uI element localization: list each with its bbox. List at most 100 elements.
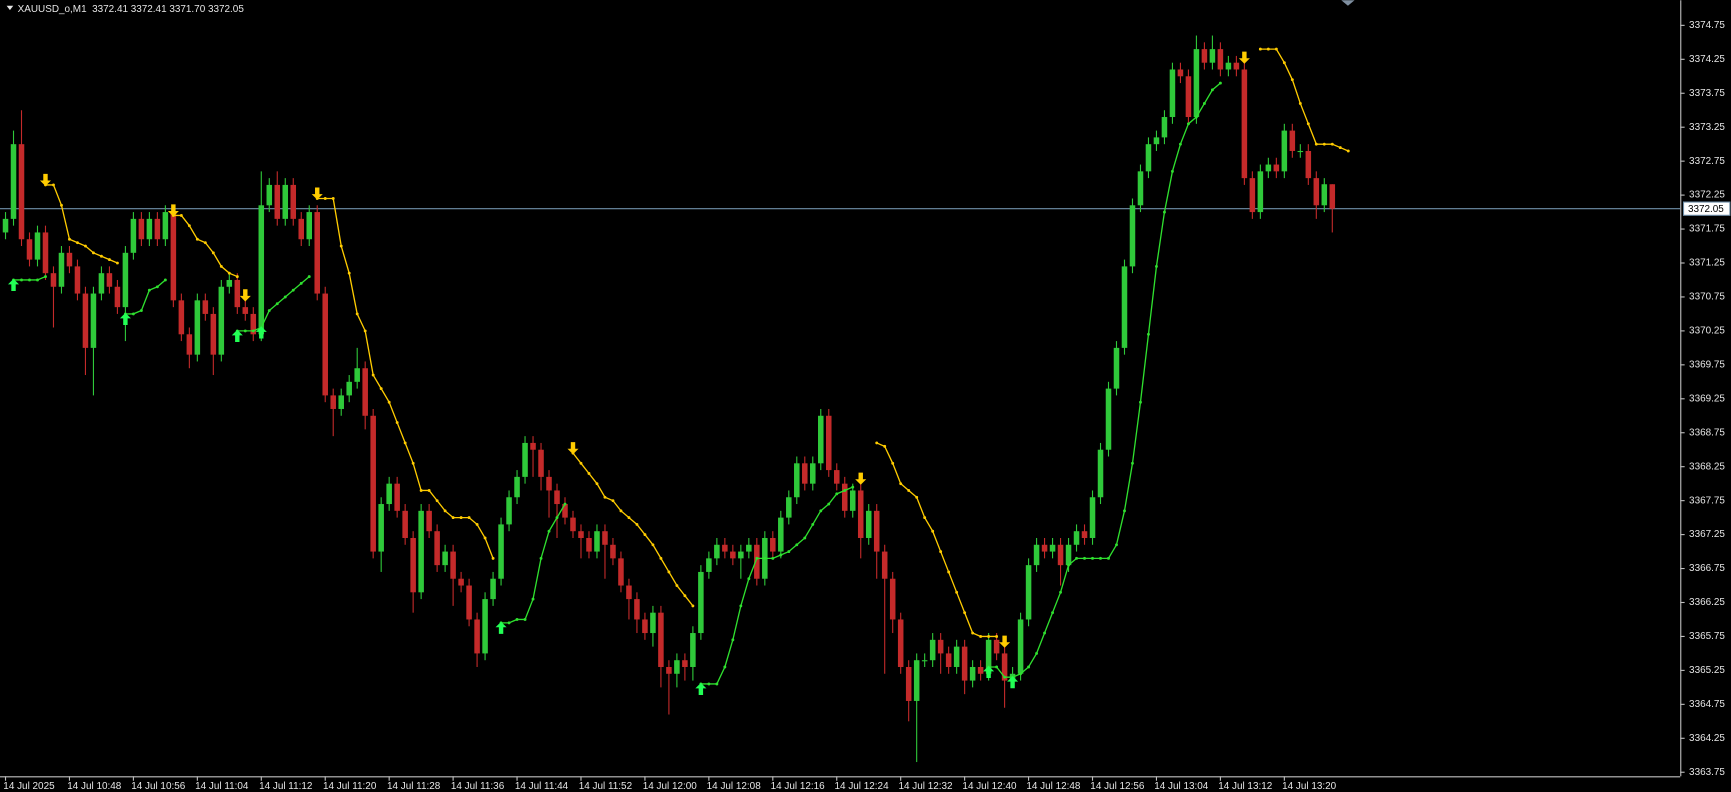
candle-body: [650, 612, 656, 634]
indicator-dot: [195, 237, 199, 241]
sell-arrow: [999, 635, 1011, 648]
candle-body: [738, 551, 744, 559]
indicator-dot: [1266, 47, 1270, 51]
indicator-dot: [1027, 665, 1031, 669]
candle-body: [474, 619, 480, 654]
candle-body: [242, 307, 249, 314]
indicator-dot: [955, 590, 959, 594]
candle-body: [346, 381, 352, 396]
indicator-dot: [299, 281, 303, 285]
indicator-dot: [531, 597, 535, 601]
indicator-dot: [219, 264, 223, 268]
candle-body: [642, 619, 648, 634]
x-tick-label: 14 Jul 12:40: [962, 781, 1017, 792]
indicator-dot: [1051, 611, 1054, 615]
indicator-dot: [1019, 672, 1023, 676]
indicator-dot: [211, 251, 215, 255]
candle-body: [1081, 531, 1088, 538]
y-tick-label: 3371.25: [1689, 258, 1725, 269]
indicator-dot: [787, 550, 791, 554]
candle-body: [658, 612, 664, 667]
indicator-dot: [451, 516, 455, 520]
x-tick-label: 14 Jul 12:56: [1090, 781, 1145, 792]
candle-body: [1265, 164, 1272, 172]
indicator-dot: [1091, 556, 1094, 560]
indicator-dot: [763, 556, 767, 560]
indicator-dot: [1171, 169, 1174, 173]
indicator-dot: [491, 556, 495, 560]
candle-body: [1281, 130, 1288, 172]
candle-body: [258, 205, 265, 335]
sell-arrow: [167, 204, 179, 217]
x-tick-label: 14 Jul 11:28: [387, 781, 441, 792]
indicator-dot: [523, 618, 527, 621]
candle-body: [42, 232, 49, 274]
sell-arrow: [855, 472, 867, 485]
candle-body: [1089, 497, 1096, 538]
candle-body: [250, 313, 257, 335]
candle-body: [66, 252, 73, 267]
candle-body: [90, 293, 97, 348]
indicator-dot: [1346, 149, 1350, 153]
indicator-dot: [659, 556, 663, 560]
indicator-line: [237, 276, 310, 332]
candle-body: [530, 442, 536, 450]
x-tick-label: 14 Jul 12:16: [771, 781, 826, 792]
candle-body: [1209, 49, 1216, 63]
indicator-dot: [1218, 81, 1222, 85]
candle-body: [402, 510, 408, 538]
candle-body: [538, 449, 544, 477]
y-tick-label: 3370.75: [1689, 292, 1725, 303]
candle-body: [610, 544, 616, 559]
indicator-dot: [355, 312, 359, 316]
indicator-dot: [379, 387, 383, 391]
candle-body: [570, 517, 576, 532]
indicator-dot: [915, 495, 919, 499]
indicator-dot: [963, 611, 967, 615]
indicator-dot: [131, 312, 135, 316]
buy-arrow: [495, 621, 507, 634]
indicator-dot: [483, 536, 487, 540]
y-tick-label: 3363.75: [1689, 767, 1725, 778]
candle-body: [330, 395, 336, 409]
candle-body: [186, 334, 193, 355]
indicator-dot: [115, 261, 119, 265]
candle-body: [1233, 62, 1240, 70]
sell-arrow: [39, 173, 52, 187]
indicator-dot: [347, 271, 351, 275]
indicator-dot: [731, 638, 735, 642]
indicator-dot: [363, 329, 367, 333]
candle-body: [490, 578, 496, 600]
indicator-line: [700, 486, 853, 685]
indicator-dot: [387, 400, 391, 404]
candle-body: [618, 558, 624, 586]
indicator-dot: [947, 570, 951, 574]
y-tick-label: 3364.25: [1689, 733, 1725, 744]
candle-body: [1161, 117, 1168, 138]
indicator-dot: [227, 271, 231, 275]
candle-body: [833, 470, 840, 484]
candle-body: [546, 476, 552, 491]
candle-body: [945, 653, 952, 667]
current-price-label: 3372.05: [1688, 204, 1724, 215]
candle-body: [282, 184, 289, 219]
candle-body: [482, 599, 488, 654]
candle-body: [706, 558, 712, 572]
indicator-dot: [563, 502, 567, 506]
candle-body: [578, 531, 584, 538]
x-tick-label: 14 Jul 12:00: [643, 781, 698, 792]
indicator-dot: [819, 509, 823, 513]
candle-body: [1257, 171, 1264, 213]
candle-body: [770, 537, 776, 552]
indicator-dot: [691, 604, 695, 608]
candle-body: [722, 544, 728, 552]
y-tick-label: 3372.75: [1689, 156, 1725, 167]
candle-body: [130, 218, 137, 253]
candle-body: [362, 368, 368, 416]
indicator-dot: [1186, 122, 1190, 126]
indicator-dot: [811, 522, 815, 526]
x-tick-label: 14 Jul 12:24: [835, 781, 890, 792]
candle-body: [1225, 62, 1232, 70]
chart-header: XAUUSD_o,M1 3372.41 3372.41 3371.70 3372.…: [18, 4, 245, 15]
